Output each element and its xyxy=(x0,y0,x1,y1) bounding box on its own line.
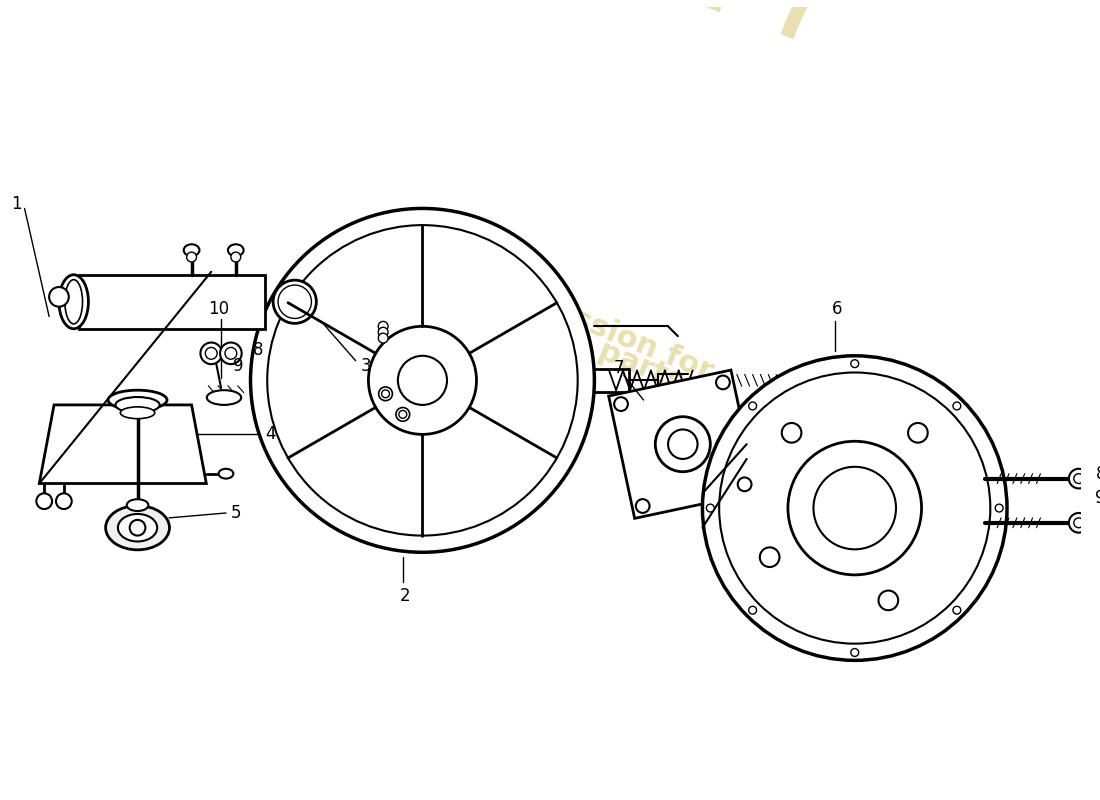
Ellipse shape xyxy=(228,244,243,256)
Text: 4: 4 xyxy=(265,426,276,443)
Ellipse shape xyxy=(120,407,155,418)
Circle shape xyxy=(953,606,960,614)
Circle shape xyxy=(636,499,650,513)
Circle shape xyxy=(378,387,393,401)
Circle shape xyxy=(1074,518,1084,528)
Text: 2: 2 xyxy=(399,587,410,606)
Circle shape xyxy=(273,280,317,323)
Text: parts since: parts since xyxy=(594,336,781,434)
Circle shape xyxy=(368,326,476,434)
Circle shape xyxy=(267,225,578,535)
Circle shape xyxy=(850,649,859,657)
Circle shape xyxy=(220,342,242,364)
Circle shape xyxy=(716,375,729,390)
Ellipse shape xyxy=(50,287,69,306)
Circle shape xyxy=(749,402,757,410)
Circle shape xyxy=(719,373,990,644)
Circle shape xyxy=(231,252,241,262)
Circle shape xyxy=(909,423,927,442)
Text: 1: 1 xyxy=(11,194,22,213)
Circle shape xyxy=(614,398,628,411)
Circle shape xyxy=(378,333,388,343)
Ellipse shape xyxy=(65,280,82,324)
Text: 10: 10 xyxy=(209,300,230,318)
Circle shape xyxy=(278,285,311,318)
Text: 9: 9 xyxy=(1096,490,1100,507)
Circle shape xyxy=(953,402,960,410)
Circle shape xyxy=(251,209,594,552)
Text: 8: 8 xyxy=(253,342,263,359)
Ellipse shape xyxy=(118,514,157,542)
Ellipse shape xyxy=(116,397,160,413)
Polygon shape xyxy=(608,370,757,518)
Circle shape xyxy=(850,360,859,367)
Circle shape xyxy=(782,423,802,442)
Circle shape xyxy=(1074,474,1084,483)
Ellipse shape xyxy=(219,469,233,478)
Circle shape xyxy=(130,520,145,535)
Circle shape xyxy=(996,504,1003,512)
Circle shape xyxy=(378,322,388,331)
Text: a passion for: a passion for xyxy=(500,276,718,386)
Circle shape xyxy=(56,494,72,509)
Text: 1985: 1985 xyxy=(712,410,802,469)
Text: 6: 6 xyxy=(832,300,843,318)
Circle shape xyxy=(879,590,899,610)
Wedge shape xyxy=(293,226,419,351)
Circle shape xyxy=(382,390,389,398)
Circle shape xyxy=(738,478,751,491)
Wedge shape xyxy=(426,410,552,535)
Circle shape xyxy=(760,547,780,567)
Ellipse shape xyxy=(59,274,88,329)
Polygon shape xyxy=(78,274,265,329)
Wedge shape xyxy=(471,310,578,451)
Circle shape xyxy=(656,417,711,472)
Text: 3: 3 xyxy=(361,357,371,374)
Ellipse shape xyxy=(106,506,169,550)
Text: 5: 5 xyxy=(231,504,241,522)
Wedge shape xyxy=(426,226,552,351)
Circle shape xyxy=(788,442,922,575)
Circle shape xyxy=(187,252,197,262)
Wedge shape xyxy=(267,310,374,451)
Circle shape xyxy=(703,356,1006,660)
Circle shape xyxy=(668,430,697,459)
Circle shape xyxy=(200,342,222,364)
Circle shape xyxy=(1069,513,1089,533)
Circle shape xyxy=(206,347,217,359)
Text: 7: 7 xyxy=(614,358,624,377)
Circle shape xyxy=(378,327,388,337)
Text: 9: 9 xyxy=(233,357,243,375)
Circle shape xyxy=(706,504,714,512)
Ellipse shape xyxy=(207,390,241,405)
Circle shape xyxy=(396,407,409,422)
Ellipse shape xyxy=(184,244,199,256)
Polygon shape xyxy=(40,405,207,483)
Circle shape xyxy=(749,606,757,614)
Ellipse shape xyxy=(126,499,148,511)
Circle shape xyxy=(814,467,896,550)
Circle shape xyxy=(1069,469,1089,489)
Circle shape xyxy=(399,410,407,418)
Wedge shape xyxy=(293,410,419,535)
Circle shape xyxy=(36,494,52,509)
Text: 8: 8 xyxy=(1096,465,1100,482)
Ellipse shape xyxy=(108,390,167,410)
Circle shape xyxy=(226,347,236,359)
Circle shape xyxy=(398,356,447,405)
